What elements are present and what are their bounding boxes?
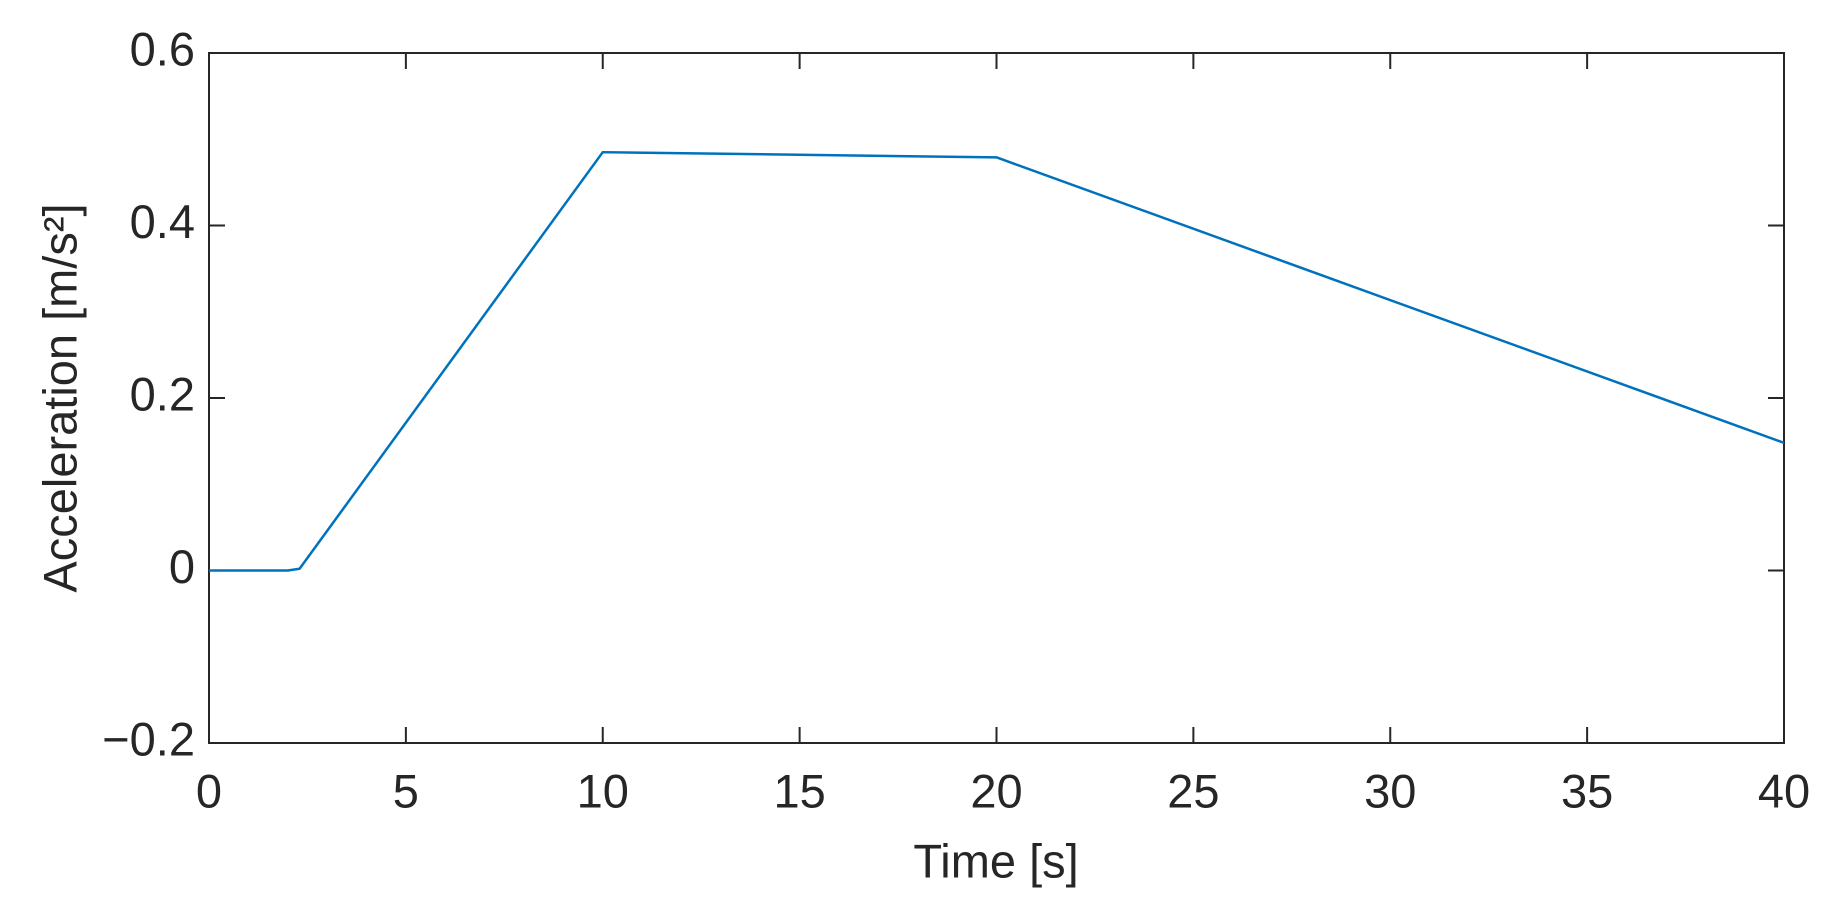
x-axis-label: Time [s] (913, 834, 1078, 887)
x-tick-label: 35 (1561, 764, 1613, 817)
y-tick-label: 0.2 (130, 367, 195, 420)
y-tick-label: 0.4 (130, 195, 195, 248)
x-tick-label: 30 (1364, 764, 1416, 817)
x-tick-label: 15 (773, 764, 825, 817)
y-tick-label: 0 (169, 540, 195, 593)
y-tick-label: −0.2 (102, 712, 195, 765)
x-tick-label: 0 (196, 764, 222, 817)
x-tick-label: 20 (970, 764, 1022, 817)
x-tick-label: 40 (1758, 764, 1810, 817)
y-axis-label: Acceleration [m/s²] (33, 203, 86, 592)
x-tick-label: 10 (577, 764, 629, 817)
y-tick-label: 0.6 (130, 22, 195, 75)
x-tick-label: 5 (393, 764, 419, 817)
line (209, 150, 1785, 572)
x-tick-label: 25 (1167, 764, 1219, 817)
